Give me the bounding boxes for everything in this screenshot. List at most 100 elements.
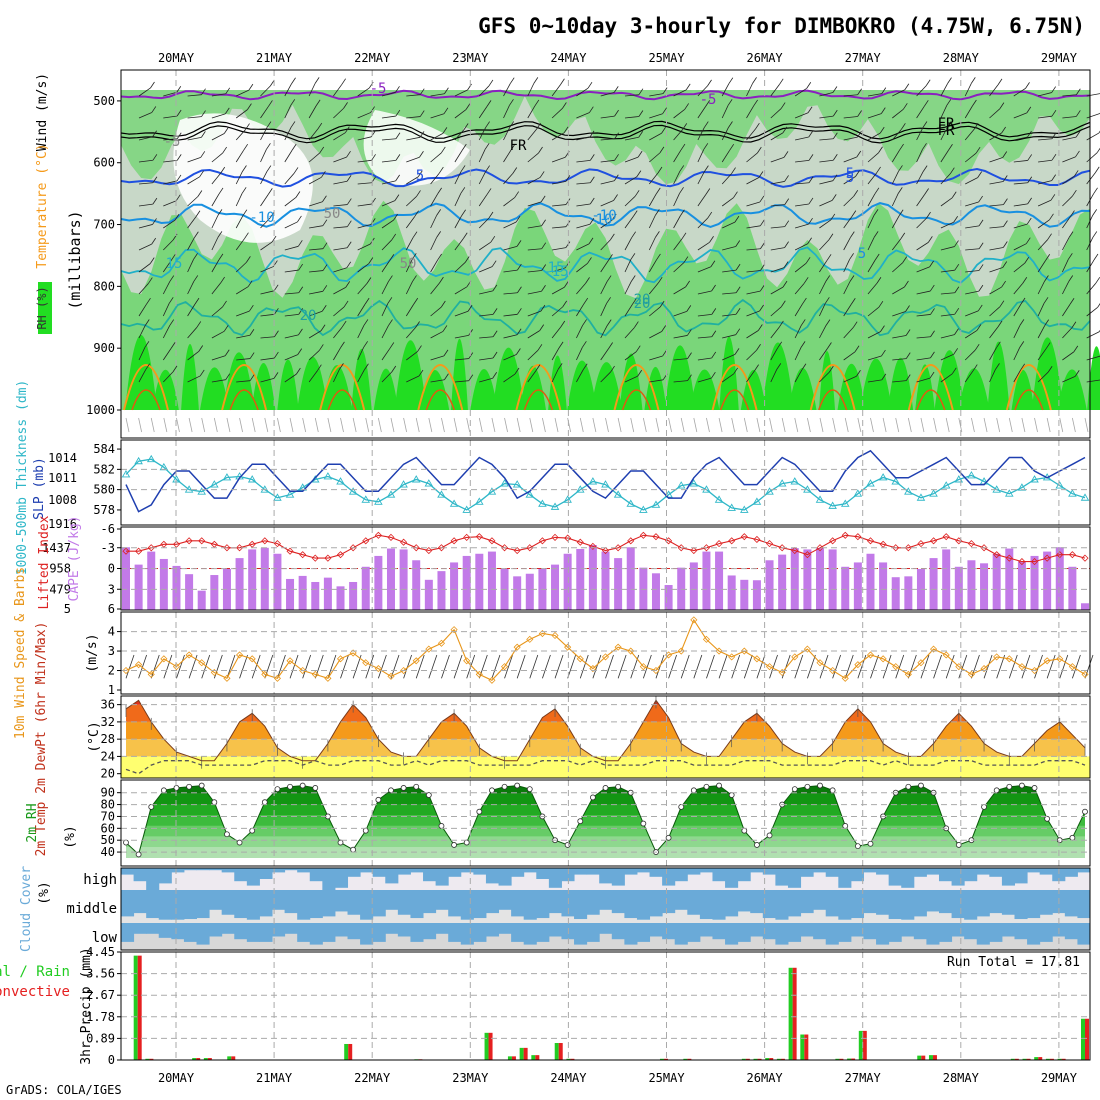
rh2m-point xyxy=(564,842,571,848)
cloud-cell xyxy=(334,923,349,937)
surface-wind-barb xyxy=(605,654,614,679)
cloud-cell xyxy=(498,923,512,934)
cloud-cell xyxy=(712,923,726,940)
wind-barb-shaft xyxy=(1086,283,1097,295)
cloud-cell xyxy=(951,923,965,937)
cape-bar xyxy=(967,560,976,610)
wind-speed-point xyxy=(639,663,647,671)
wind-barb xyxy=(600,254,613,273)
wind-barb xyxy=(235,187,247,207)
rh2m-point xyxy=(703,783,710,790)
wind-speed-point xyxy=(866,651,875,659)
wind-barb-shaft xyxy=(235,286,249,295)
wind-barb xyxy=(770,341,783,361)
wind-barb xyxy=(503,308,522,317)
thickness-point xyxy=(601,480,610,488)
wind-barb xyxy=(187,275,199,295)
wind-barb-feather xyxy=(978,219,984,227)
wind-barb-shaft xyxy=(624,327,635,339)
wind-barb-feather xyxy=(783,151,789,158)
wind-barb-feather xyxy=(996,341,1001,349)
wind-speed-point xyxy=(500,663,509,671)
wind-barb-shaft xyxy=(1037,303,1045,317)
wind-barb-feather xyxy=(152,154,158,161)
wind-barb-feather xyxy=(679,165,685,172)
thickness-point xyxy=(714,495,724,503)
cloud-cell xyxy=(636,923,651,942)
wind-barb xyxy=(430,325,448,339)
cloud-cell xyxy=(775,868,789,886)
wind-barb-shaft xyxy=(308,201,323,207)
wind-barb-shaft xyxy=(770,226,785,229)
cape-bar xyxy=(185,574,194,610)
wind-barb xyxy=(138,154,158,163)
wind-barb-feather xyxy=(515,215,521,223)
wind-barb-feather xyxy=(827,342,832,349)
wind-barb xyxy=(211,276,225,295)
wind-barb-feather xyxy=(1045,342,1051,349)
cloud-cell xyxy=(1064,868,1078,877)
cloud-cell xyxy=(574,890,588,920)
surface-temp-contour xyxy=(221,364,268,411)
precip-convective-bar xyxy=(1014,1058,1019,1060)
surface-wind-barb xyxy=(920,654,930,679)
wind-barb-feather xyxy=(152,197,158,205)
thickness-point xyxy=(891,477,901,485)
thickness-point xyxy=(727,503,736,511)
wind-barb-shaft xyxy=(721,127,729,141)
wind-barb xyxy=(138,277,153,295)
cape-bar xyxy=(311,581,320,610)
thickness-point xyxy=(752,497,762,505)
wind-barb xyxy=(965,264,984,273)
wind-barb xyxy=(406,369,424,383)
surface-wind-barb xyxy=(945,654,955,679)
wind-speed-point xyxy=(286,657,294,665)
rh2m-point xyxy=(728,792,735,798)
wind-barb xyxy=(600,365,615,383)
lifted-index-point xyxy=(513,546,521,555)
wind-barb-feather xyxy=(728,77,734,84)
wind-barb-shaft xyxy=(163,115,178,119)
wind-barb-shaft xyxy=(965,201,979,207)
wind-barb-feather xyxy=(874,253,880,261)
wind-barb-feather xyxy=(535,364,541,371)
wind-barb-feather xyxy=(249,329,255,336)
wind-barb xyxy=(1037,213,1054,229)
wind-speed-point xyxy=(576,655,584,663)
wind-barb-feather xyxy=(1049,213,1054,221)
cape-bar xyxy=(386,548,395,610)
wind-barb-feather xyxy=(488,79,494,87)
wind-barb-shaft xyxy=(235,171,243,185)
cloud-cell xyxy=(762,890,776,919)
wind-speed-point xyxy=(551,631,559,640)
wind-barb xyxy=(843,231,855,251)
wind-speed-point xyxy=(248,655,256,663)
wind-speed-point xyxy=(198,659,206,667)
wind-barb-feather xyxy=(298,286,304,293)
wind-barb-feather xyxy=(687,329,692,336)
wind-barb-feather xyxy=(196,321,202,328)
wind-barb-feather xyxy=(753,99,758,107)
wind-barb-feather xyxy=(1027,130,1032,138)
wind-barb-shaft xyxy=(624,94,639,97)
wind-barb-shaft xyxy=(284,173,295,185)
wind-barb-feather xyxy=(222,300,227,308)
wind-barb-feather xyxy=(317,364,322,371)
wind-barb-shaft xyxy=(576,203,591,207)
rh-column xyxy=(664,345,696,410)
wind-barb-shaft xyxy=(333,84,342,97)
lifted-index-point xyxy=(816,544,824,552)
wind-barb-feather xyxy=(295,191,301,198)
wind-barb-shaft xyxy=(1062,237,1070,251)
wind-barb xyxy=(479,351,498,361)
cloud-cell xyxy=(699,868,713,873)
wind-barb xyxy=(624,88,644,97)
cloud-cell xyxy=(423,923,437,940)
wind-barb-feather xyxy=(832,154,838,161)
surface-wind-barb xyxy=(706,654,715,679)
cape-bar xyxy=(601,551,610,610)
precip-convective-bar xyxy=(769,1058,774,1060)
wind-barb-feather xyxy=(539,171,545,178)
wind-barb-shaft xyxy=(746,83,753,97)
cloud-cell xyxy=(536,923,550,942)
